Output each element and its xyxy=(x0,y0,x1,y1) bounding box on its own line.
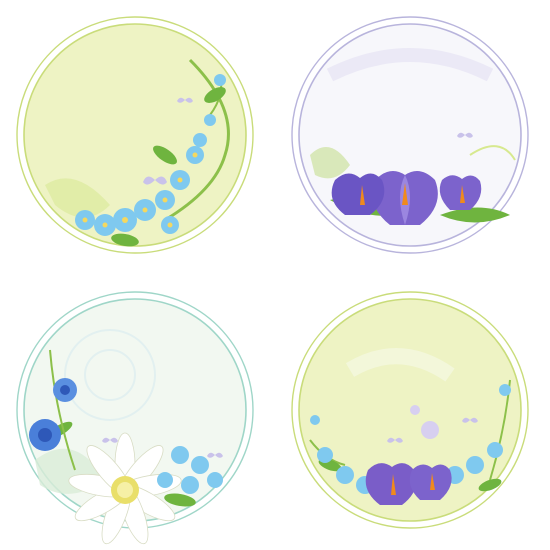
butterfly-icon xyxy=(102,437,118,443)
crocus-flower xyxy=(365,463,417,505)
badge-forget-me-not-graphic xyxy=(16,16,254,254)
butterfly-icon xyxy=(177,97,193,103)
outer-ring xyxy=(291,291,529,529)
paint-splash xyxy=(310,147,350,179)
crocus-flower xyxy=(331,173,385,215)
cornflower-flower xyxy=(29,419,61,451)
badge-crocus-graphic xyxy=(291,16,529,254)
stem xyxy=(49,349,76,471)
bud xyxy=(204,114,216,126)
badge-cornflower-daisy xyxy=(15,290,255,545)
badge-crocus-forget-me-not-graphic xyxy=(291,291,529,529)
flower-centers xyxy=(82,152,198,228)
flower-cluster xyxy=(157,446,223,494)
butterfly-icon xyxy=(457,132,473,138)
butterfly-icon xyxy=(143,176,167,185)
leaf xyxy=(153,145,177,165)
paint-smear xyxy=(345,348,455,382)
butterfly-icon xyxy=(387,437,403,443)
ribbon xyxy=(469,145,516,161)
bud xyxy=(214,74,226,86)
flower-cluster xyxy=(310,384,511,494)
stem xyxy=(164,58,230,222)
badge-cornflower-daisy-graphic xyxy=(16,291,254,545)
outer-ring xyxy=(16,16,254,254)
badge-crocus xyxy=(290,15,530,255)
outer-ring xyxy=(291,16,529,254)
butterfly-icon xyxy=(462,417,478,423)
paint-splash xyxy=(45,178,110,218)
swirl xyxy=(84,349,136,401)
paint-dot xyxy=(410,405,420,415)
crocus-flower xyxy=(409,464,452,500)
cornflower-flower xyxy=(53,378,77,402)
swirl xyxy=(64,329,156,421)
leaf xyxy=(111,233,139,247)
bud xyxy=(193,133,207,147)
badge-crocus-forget-me-not xyxy=(290,290,530,530)
badge-forget-me-not xyxy=(15,15,255,255)
flower-cluster xyxy=(75,74,226,236)
crocus-flower xyxy=(372,171,438,225)
leaf xyxy=(204,87,226,103)
butterfly-icon xyxy=(207,452,223,458)
paint-dot xyxy=(421,421,439,439)
paint-smear xyxy=(326,48,494,82)
crocus-flower xyxy=(439,175,482,210)
